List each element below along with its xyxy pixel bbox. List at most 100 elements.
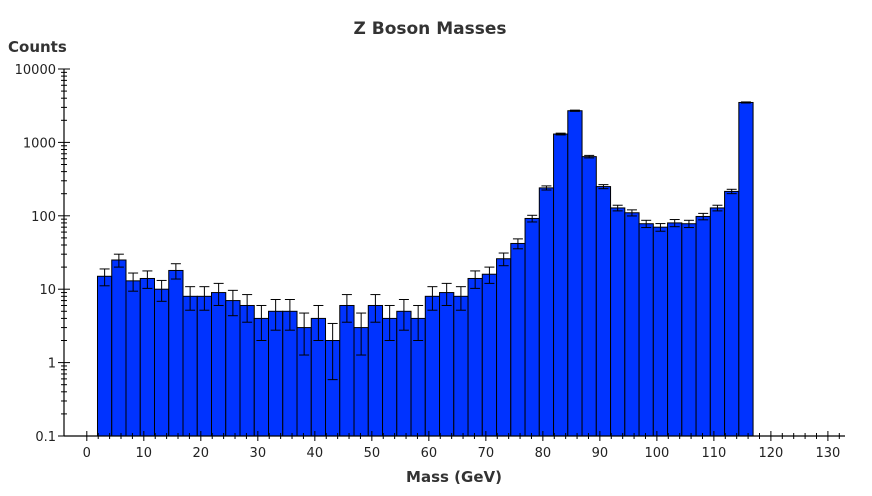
error-bar-0 <box>99 268 110 287</box>
error-bar-14 <box>299 312 310 356</box>
bar-3 <box>139 277 155 437</box>
error-bar-17 <box>341 294 352 323</box>
error-bar-16 <box>327 322 338 381</box>
error-bar-5 <box>170 263 181 280</box>
bar-45 <box>738 101 754 437</box>
error-bar-28 <box>498 252 509 267</box>
error-bar-2 <box>128 272 139 292</box>
error-bar-45 <box>740 101 751 104</box>
bar-27 <box>481 273 498 437</box>
x-tick-label-130: 130 <box>815 446 840 461</box>
bar-10 <box>239 304 255 437</box>
bar-33 <box>567 110 583 437</box>
error-bar-6 <box>185 286 196 311</box>
bar-37 <box>624 212 640 437</box>
bar-34 <box>581 156 597 437</box>
error-bar-33 <box>569 109 580 112</box>
error-bar-38 <box>641 219 652 229</box>
error-bar-29 <box>512 238 523 250</box>
y-axis-label: Counts <box>8 38 67 56</box>
y-tick-label-0: 0.1 <box>35 430 56 445</box>
x-tick-label-80: 80 <box>535 446 552 461</box>
error-bar-15 <box>313 304 324 342</box>
bar-28 <box>496 258 512 437</box>
bar-42 <box>695 215 711 437</box>
error-bars-group <box>99 101 751 381</box>
error-bar-3 <box>142 270 153 289</box>
y-tick-label-1: 1 <box>48 357 56 372</box>
error-bar-36 <box>612 204 623 212</box>
bar-9 <box>225 300 241 437</box>
error-bar-19 <box>370 294 381 323</box>
bar-8 <box>211 292 227 437</box>
error-bar-4 <box>156 279 167 302</box>
error-bar-44 <box>726 188 737 195</box>
error-bar-10 <box>242 294 253 323</box>
error-bar-30 <box>527 214 538 223</box>
error-bar-1 <box>113 253 124 268</box>
x-tick-label-10: 10 <box>136 446 153 461</box>
bar-30 <box>524 217 540 437</box>
error-bar-21 <box>398 299 409 331</box>
x-tick-label-50: 50 <box>364 446 381 461</box>
y-tick-label-3: 100 <box>31 210 56 225</box>
bar-40 <box>667 222 683 437</box>
error-bar-39 <box>655 223 666 232</box>
error-bar-34 <box>584 154 595 159</box>
x-tick-label-40: 40 <box>307 446 324 461</box>
bars-group <box>96 101 754 437</box>
error-bar-23 <box>427 286 438 311</box>
bar-0 <box>96 275 113 437</box>
bar-38 <box>638 223 654 437</box>
error-bar-12 <box>270 299 281 331</box>
x-tick-label-110: 110 <box>701 446 726 461</box>
error-bar-42 <box>698 212 709 221</box>
x-tick-label-120: 120 <box>758 446 783 461</box>
bar-5 <box>168 269 184 437</box>
bar-39 <box>652 226 669 437</box>
error-bar-25 <box>455 286 466 311</box>
bar-26 <box>467 277 483 437</box>
x-tick-label-90: 90 <box>592 446 609 461</box>
bar-31 <box>538 187 555 437</box>
error-bar-32 <box>555 132 566 136</box>
bar-2 <box>125 280 141 437</box>
y-tick-label-5: 10000 <box>15 63 56 78</box>
error-bar-41 <box>683 219 694 229</box>
error-bar-8 <box>213 282 224 306</box>
error-bar-26 <box>470 270 481 289</box>
x-axis-label: Mass (GeV) <box>406 468 502 486</box>
error-bar-31 <box>541 185 552 191</box>
bar-25 <box>453 295 469 437</box>
x-tick-label-70: 70 <box>478 446 495 461</box>
x-tick-label-100: 100 <box>644 446 669 461</box>
x-tick-label-60: 60 <box>421 446 438 461</box>
x-tick-label-0: 0 <box>83 446 91 461</box>
error-bar-7 <box>199 286 210 311</box>
chart-title: Z Boson Masses <box>354 19 507 39</box>
y-tick-label-4: 1000 <box>23 136 56 151</box>
error-bar-9 <box>227 289 238 317</box>
x-tick-label-20: 20 <box>193 446 210 461</box>
bar-23 <box>424 295 441 437</box>
error-bar-20 <box>384 304 395 342</box>
bar-41 <box>681 223 697 437</box>
x-tick-label-30: 30 <box>250 446 267 461</box>
bar-17 <box>339 304 355 437</box>
axes-group: 0 10 20 30 40 50 60 70 80 90 100 110 120 1300.1110100… <box>15 63 845 461</box>
bar-1 <box>111 259 127 437</box>
error-bar-11 <box>256 304 267 342</box>
error-bar-35 <box>598 184 609 190</box>
error-bar-24 <box>441 282 452 306</box>
bar-7 <box>196 295 213 437</box>
error-bar-22 <box>413 304 424 342</box>
error-bar-40 <box>669 219 680 228</box>
bar-24 <box>439 292 455 437</box>
bar-43 <box>709 207 726 437</box>
bar-6 <box>182 295 198 437</box>
error-bar-18 <box>356 312 367 356</box>
bar-19 <box>367 304 384 437</box>
error-bar-13 <box>284 299 295 331</box>
bar-44 <box>724 190 740 437</box>
